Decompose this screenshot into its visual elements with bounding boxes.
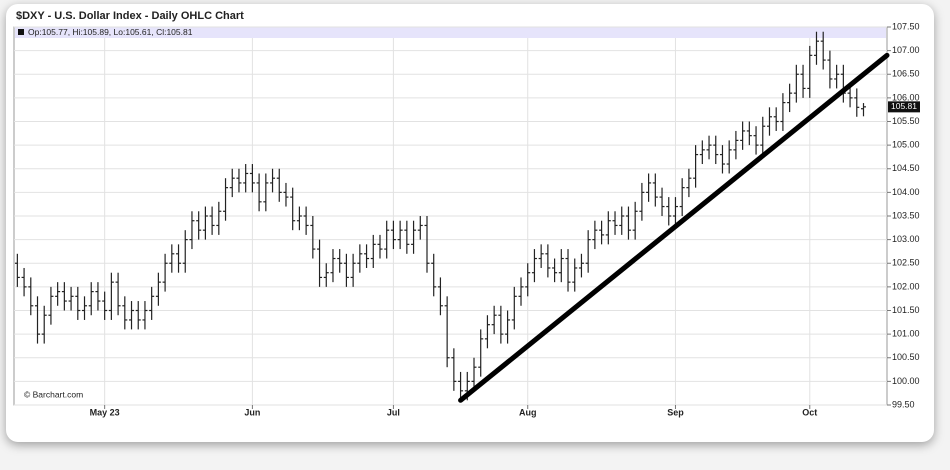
info-text: Op:105.77, Hi:105.89, Lo:105.61, Cl:105.… <box>28 27 193 37</box>
y-tick-label: 103.00 <box>892 234 920 244</box>
last-price-box <box>888 101 920 113</box>
y-tick-label: 101.00 <box>892 329 920 339</box>
trend-line <box>458 52 890 403</box>
info-band <box>15 27 886 38</box>
y-tick-label: 102.50 <box>892 258 920 268</box>
y-tick-label: 104.00 <box>892 187 920 197</box>
x-tick-label: Jun <box>244 407 260 417</box>
y-tick-label: 103.50 <box>892 210 920 220</box>
y-tick-label: 106.00 <box>892 92 920 102</box>
y-tick-label: 99.50 <box>892 399 915 409</box>
y-tick-label: 100.50 <box>892 352 920 362</box>
y-tick-label: 105.50 <box>892 116 920 126</box>
y-tick-label: 105.00 <box>892 140 920 150</box>
x-tick-label: Oct <box>802 407 817 417</box>
y-tick-label: 104.50 <box>892 163 920 173</box>
x-tick-label: Jul <box>387 407 400 417</box>
x-tick-label: May 23 <box>90 407 120 417</box>
y-tick-label: 101.50 <box>892 305 920 315</box>
y-tick-label: 107.50 <box>892 21 920 31</box>
chart-title: $DXY - U.S. Dollar Index - Daily OHLC Ch… <box>16 10 244 22</box>
y-tick-label: 102.00 <box>892 281 920 291</box>
y-tick-label: 100.00 <box>892 376 920 386</box>
last-price-label: 105.81 <box>891 101 917 111</box>
y-tick-label: 106.50 <box>892 69 920 79</box>
watermark: © Barchart.com <box>24 389 83 399</box>
x-tick-label: Aug <box>519 407 537 417</box>
info-icon <box>18 29 24 35</box>
y-tick-label: 107.00 <box>892 45 920 55</box>
x-tick-label: Sep <box>667 407 684 417</box>
